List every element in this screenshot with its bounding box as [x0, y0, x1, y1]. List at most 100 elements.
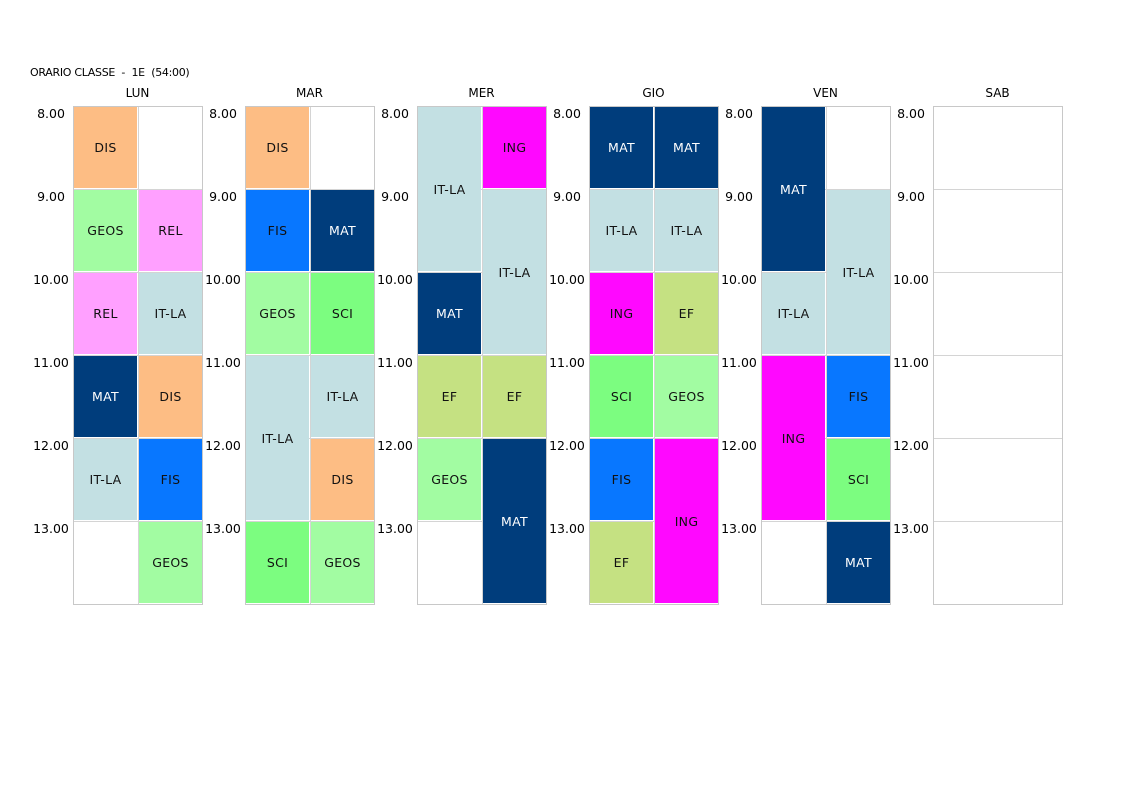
row-divider: [418, 438, 546, 439]
lesson-ing[interactable]: ING: [483, 107, 546, 188]
time-label: 9.00: [725, 189, 753, 204]
time-label: 9.00: [381, 189, 409, 204]
row-divider: [762, 272, 890, 273]
lesson-geos[interactable]: GEOS: [74, 190, 137, 271]
day-column-gio: GIO 8.00 9.00 10.00 11.00 12.00 13.00 MAT MAT IT-…: [546, 86, 719, 606]
row-divider: [590, 189, 718, 190]
day-grid: MAT MAT IT-LA IT-LA ING EF SCI GEOS FIS ING EF: [589, 106, 719, 605]
day-grid: MAT IT-LA IT-LA ING FIS SCI MAT: [761, 106, 891, 605]
time-label: 10.00: [377, 272, 413, 287]
lesson-mat[interactable]: MAT: [762, 107, 825, 271]
time-label: 11.00: [721, 355, 757, 370]
day-header: MAR: [296, 86, 323, 100]
lesson-mat[interactable]: MAT: [418, 273, 481, 354]
row-divider: [934, 189, 1062, 190]
lesson-sci[interactable]: SCI: [311, 273, 374, 354]
lesson-mat[interactable]: MAT: [590, 107, 653, 188]
lesson-dis[interactable]: DIS: [246, 107, 309, 188]
time-label: 13.00: [893, 521, 929, 536]
lesson-sci[interactable]: SCI: [827, 439, 890, 520]
row-divider: [762, 521, 890, 522]
time-label: 11.00: [549, 355, 585, 370]
lesson-mat[interactable]: MAT: [483, 439, 546, 603]
time-label: 11.00: [33, 355, 69, 370]
day-grid: IT-LA ING IT-LA MAT EF EF GEOS MAT: [417, 106, 547, 605]
row-divider: [74, 521, 202, 522]
lesson-it-la[interactable]: IT-LA: [246, 356, 309, 520]
lesson-mat[interactable]: MAT: [827, 522, 890, 603]
lesson-ef[interactable]: EF: [483, 356, 546, 437]
row-divider: [762, 438, 890, 439]
row-divider: [74, 189, 202, 190]
day-column-mar: MAR 8.00 9.00 10.00 11.00 12.00 13.00 DIS FIS MAT…: [202, 86, 375, 606]
day-header: GIO: [642, 86, 665, 100]
lesson-ef[interactable]: EF: [655, 273, 718, 354]
day-header: LUN: [125, 86, 150, 100]
lesson-rel[interactable]: REL: [139, 190, 202, 271]
row-divider: [934, 272, 1062, 273]
lesson-fis[interactable]: FIS: [139, 439, 202, 520]
lesson-geos[interactable]: GEOS: [418, 439, 481, 520]
lesson-it-la[interactable]: IT-LA: [655, 190, 718, 271]
row-divider: [246, 189, 374, 190]
lesson-geos[interactable]: GEOS: [246, 273, 309, 354]
lesson-it-la[interactable]: IT-LA: [74, 439, 137, 520]
lesson-sci[interactable]: SCI: [590, 356, 653, 437]
lesson-geos[interactable]: GEOS: [311, 522, 374, 603]
row-divider: [246, 272, 374, 273]
time-label: 9.00: [37, 189, 65, 204]
lesson-fis[interactable]: FIS: [590, 439, 653, 520]
day-column-lun: LUN 8.00 9.00 10.00 11.00 12.00 13.00 DIS GEOS RE…: [30, 86, 203, 606]
row-divider: [762, 355, 890, 356]
lesson-ef[interactable]: EF: [418, 356, 481, 437]
lesson-rel[interactable]: REL: [74, 273, 137, 354]
lesson-ing[interactable]: ING: [655, 439, 718, 603]
lesson-mat[interactable]: MAT: [655, 107, 718, 188]
day-column-sab: SAB 8.00 9.00 10.00 11.00 12.00 13.00: [890, 86, 1063, 606]
lesson-dis[interactable]: DIS: [74, 107, 137, 188]
time-label: 8.00: [209, 106, 237, 121]
lesson-fis[interactable]: FIS: [246, 190, 309, 271]
time-label: 12.00: [549, 438, 585, 453]
time-label: 11.00: [377, 355, 413, 370]
time-label: 10.00: [33, 272, 69, 287]
lesson-fis[interactable]: FIS: [827, 356, 890, 437]
lesson-ing[interactable]: ING: [762, 356, 825, 520]
time-label: 11.00: [893, 355, 929, 370]
lesson-it-la[interactable]: IT-LA: [762, 273, 825, 354]
time-label: 10.00: [205, 272, 241, 287]
day-column-ven: VEN 8.00 9.00 10.00 11.00 12.00 13.00 MAT IT-LA I…: [718, 86, 891, 606]
page-title: ORARIO CLASSE - 1E (54:00): [30, 66, 190, 79]
time-label: 9.00: [553, 189, 581, 204]
lesson-mat[interactable]: MAT: [74, 356, 137, 437]
day-header: VEN: [813, 86, 838, 100]
lesson-geos[interactable]: GEOS: [655, 356, 718, 437]
time-label: 13.00: [721, 521, 757, 536]
lesson-ef[interactable]: EF: [590, 522, 653, 603]
row-divider: [934, 521, 1062, 522]
lesson-geos[interactable]: GEOS: [139, 522, 202, 603]
lesson-it-la[interactable]: IT-LA: [418, 107, 481, 271]
lesson-dis[interactable]: DIS: [311, 439, 374, 520]
time-label: 13.00: [377, 521, 413, 536]
day-grid: DIS FIS MAT GEOS SCI IT-LA IT-LA DIS SCI GEOS: [245, 106, 375, 605]
time-label: 8.00: [897, 106, 925, 121]
time-label: 11.00: [205, 355, 241, 370]
time-label: 8.00: [553, 106, 581, 121]
time-label: 8.00: [37, 106, 65, 121]
row-divider: [74, 355, 202, 356]
lesson-dis[interactable]: DIS: [139, 356, 202, 437]
row-divider: [418, 272, 546, 273]
time-label: 12.00: [893, 438, 929, 453]
lesson-it-la[interactable]: IT-LA: [311, 356, 374, 437]
lesson-mat[interactable]: MAT: [311, 190, 374, 271]
lesson-it-la[interactable]: IT-LA: [139, 273, 202, 354]
lesson-it-la[interactable]: IT-LA: [590, 190, 653, 271]
lesson-sci[interactable]: SCI: [246, 522, 309, 603]
lesson-it-la[interactable]: IT-LA: [483, 190, 546, 354]
row-divider: [246, 438, 374, 439]
day-column-mer: MER 8.00 9.00 10.00 11.00 12.00 13.00 IT-LA ING I…: [374, 86, 547, 606]
lesson-ing[interactable]: ING: [590, 273, 653, 354]
lesson-it-la[interactable]: IT-LA: [827, 190, 890, 354]
day-header: SAB: [985, 86, 1010, 100]
